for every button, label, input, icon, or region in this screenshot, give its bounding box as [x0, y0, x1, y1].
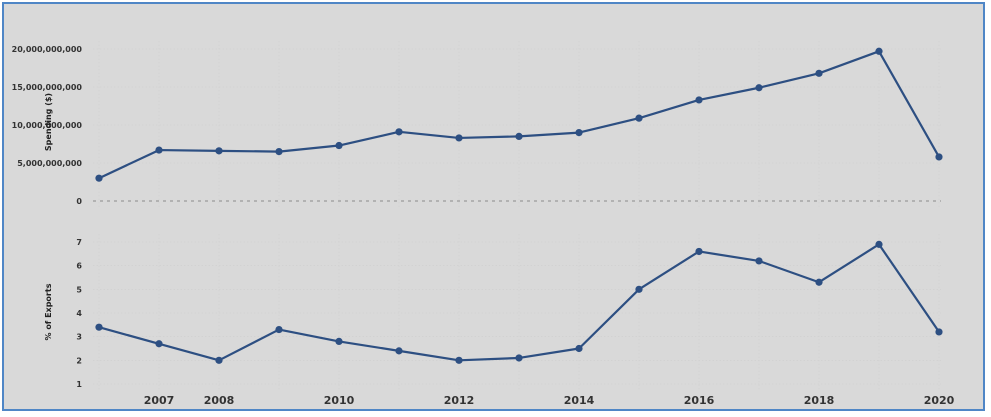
exports-ytick-label: 4 — [76, 309, 82, 318]
x-tick-label: 2018 — [804, 394, 835, 407]
spending-data-point — [695, 96, 703, 104]
x-tick-label: 2020 — [924, 394, 955, 407]
exports-ytick-label: 5 — [76, 285, 82, 294]
chart-frame: 0 5,000,000,000 10,000,000,000 15,000,000,0… — [2, 2, 985, 411]
spending-data-point — [875, 47, 883, 55]
spending-ytick-label: 5,000,000,000 — [17, 159, 82, 168]
exports-ytick-label: 7 — [76, 238, 82, 247]
spending-ytick-label: 20,000,000,000 — [12, 45, 83, 54]
exports-ytick-label: 3 — [76, 333, 82, 342]
exports-data-point — [95, 323, 103, 331]
x-tick-label: 2012 — [444, 394, 475, 407]
exports-y-axis-label: % of Exports — [44, 283, 53, 340]
spending-data-point — [95, 174, 103, 182]
spending-data-point — [635, 114, 643, 122]
exports-data-point — [695, 247, 703, 256]
exports-data-point — [635, 285, 643, 293]
spending-data-point — [815, 69, 823, 77]
spending-data-point — [335, 141, 343, 150]
exports-data-point — [815, 278, 823, 286]
spending-data-point — [395, 128, 403, 136]
spending-data-point — [575, 129, 583, 137]
exports-ytick-label: 1 — [76, 380, 82, 389]
exports-ytick-label: 2 — [76, 356, 82, 365]
exports-data-point — [935, 328, 943, 336]
exports-data-point — [335, 337, 343, 345]
exports-ytick-label: 6 — [76, 262, 82, 271]
spending-data-point — [755, 84, 763, 92]
exports-data-point — [755, 257, 763, 265]
spending-panel: 0 5,000,000,000 10,000,000,000 15,000,000,0… — [12, 41, 943, 207]
x-tick-label: 2016 — [684, 394, 715, 407]
spending-y-axis-label: Spending ($) — [44, 93, 53, 151]
spending-ytick-label: 15,000,000,000 — [12, 83, 83, 92]
exports-data-point — [155, 340, 163, 348]
exports-data-point — [395, 347, 403, 355]
exports-data-point — [455, 356, 463, 364]
x-tick-label: 2014 — [564, 394, 595, 407]
chart-svg: 0 5,000,000,000 10,000,000,000 15,000,000,0… — [12, 41, 955, 407]
spending-data-point — [215, 147, 223, 155]
exports-data-point — [215, 356, 223, 364]
spending-data-point — [275, 148, 283, 156]
exports-data-point — [575, 344, 583, 353]
exports-data-point — [875, 240, 883, 248]
x-tick-label: 2008 — [204, 394, 235, 407]
exports-panel: 1 2 3 4 5 6 7 % of Exports 2007 2008 2010 2012 2014 2… — [44, 234, 955, 407]
spending-data-point — [155, 146, 163, 154]
spending-data-point — [515, 132, 523, 140]
spending-ytick-label: 0 — [76, 197, 82, 206]
x-tick-label: 2007 — [144, 394, 175, 407]
x-tick-label: 2010 — [324, 394, 355, 407]
exports-data-point — [275, 325, 283, 334]
exports-data-point — [515, 354, 523, 362]
spending-data-point — [935, 153, 943, 161]
spending-ytick-label: 10,000,000,000 — [12, 121, 83, 130]
spending-data-point — [455, 134, 463, 142]
